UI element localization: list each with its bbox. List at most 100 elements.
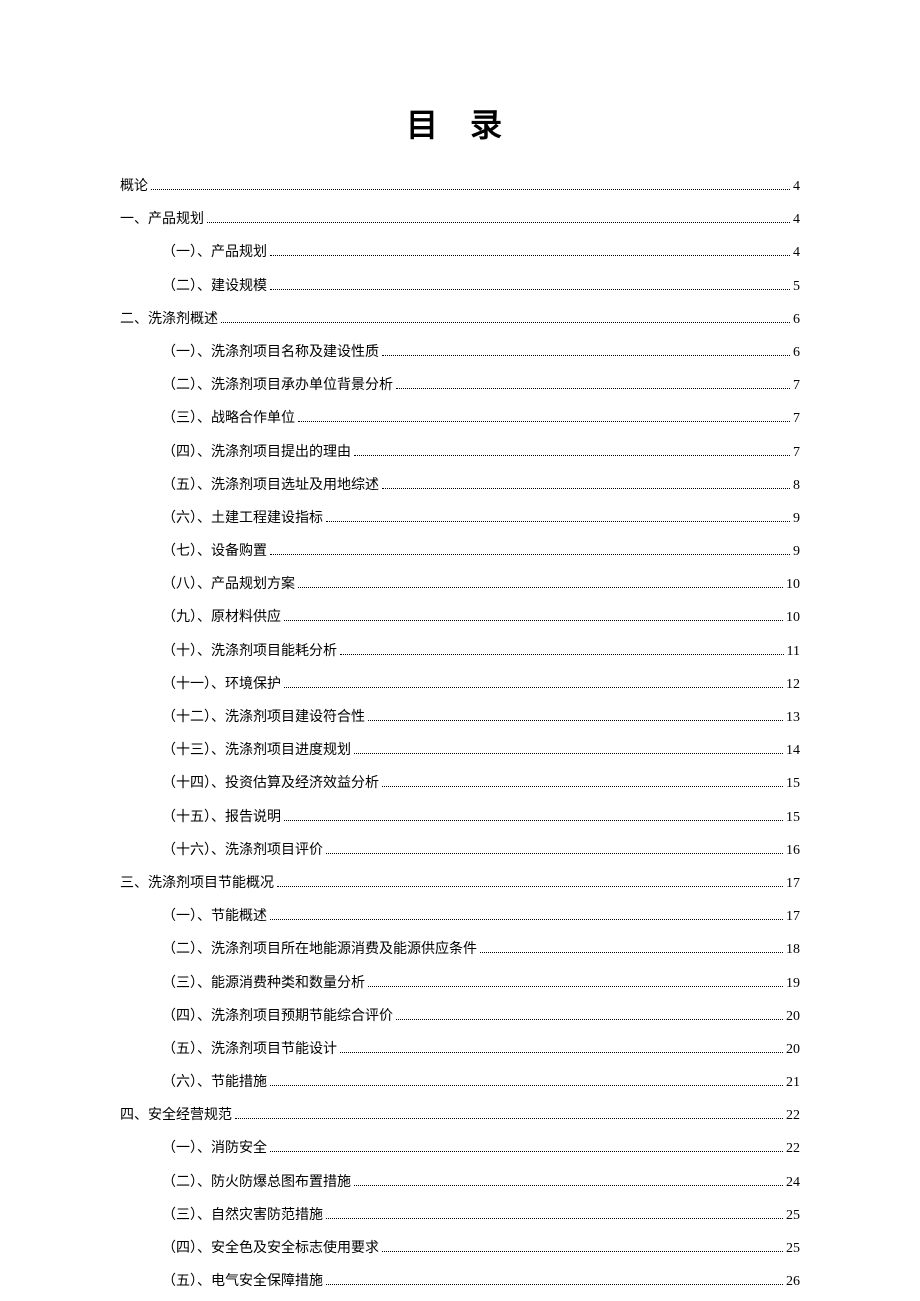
toc-entry-label: （四）、安全色及安全标志使用要求: [162, 1236, 379, 1261]
toc-entry-page: 16: [786, 838, 800, 863]
toc-entry: （十二）、洗涤剂项目建设符合性13: [120, 705, 800, 730]
toc-entry-label: （五）、洗涤剂项目选址及用地综述: [162, 473, 379, 498]
toc-entry-page: 18: [786, 937, 800, 962]
toc-entry-page: 12: [786, 672, 800, 697]
toc-entry: （三）、战略合作单位 7: [120, 406, 800, 431]
toc-entry-page: 25: [786, 1236, 800, 1261]
toc-entry: （六）、节能措施21: [120, 1070, 800, 1095]
toc-entry-page: 20: [786, 1037, 800, 1062]
toc-entry-label: （五）、洗涤剂项目节能设计: [162, 1037, 337, 1062]
toc-entry-page: 17: [786, 871, 800, 896]
toc-entry-label: （四）、洗涤剂项目提出的理由: [162, 440, 351, 465]
toc-dots: [298, 587, 783, 588]
toc-entry-label: （二）、洗涤剂项目所在地能源消费及能源供应条件: [162, 937, 477, 962]
toc-entry-label: （六）、节能措施: [162, 1070, 267, 1095]
toc-entry: （十）、洗涤剂项目能耗分析11: [120, 639, 800, 664]
toc-entry-page: 19: [786, 971, 800, 996]
toc-entry-page: 7: [793, 406, 800, 431]
toc-entry: （十四）、投资估算及经济效益分析15: [120, 771, 800, 796]
toc-dots: [207, 222, 790, 223]
toc-entry: （四）、安全色及安全标志使用要求 25: [120, 1236, 800, 1261]
toc-entry-page: 9: [793, 506, 800, 531]
toc-entry-label: （五）、电气安全保障措施: [162, 1269, 323, 1294]
toc-dots: [396, 1019, 783, 1020]
toc-entry: （九）、原材料供应10: [120, 605, 800, 630]
toc-entry: （四）、洗涤剂项目提出的理由 7: [120, 440, 800, 465]
toc-entry-label: （八）、产品规划方案: [162, 572, 295, 597]
toc-entry-page: 6: [793, 340, 800, 365]
toc-entry-label: （三）、自然灾害防范措施: [162, 1203, 323, 1228]
toc-entry-label: 二、洗涤剂概述: [120, 307, 218, 332]
toc-dots: [235, 1118, 783, 1119]
toc-entry-page: 10: [786, 572, 800, 597]
toc-dots: [270, 919, 783, 920]
toc-entry: （一）、产品规划 4: [120, 240, 800, 265]
toc-entry-page: 22: [786, 1136, 800, 1161]
toc-dots: [382, 786, 783, 787]
toc-entry-label: （十一）、环境保护: [162, 672, 281, 697]
toc-dots: [396, 388, 790, 389]
toc-entry: （五）、电气安全保障措施 26: [120, 1269, 800, 1294]
toc-dots: [284, 820, 783, 821]
toc-dots: [354, 455, 790, 456]
toc-entry-page: 4: [793, 174, 800, 199]
toc-entry-label: （三）、战略合作单位: [162, 406, 295, 431]
toc-entry-label: （九）、原材料供应: [162, 605, 281, 630]
toc-entry: 四、安全经营规范22: [120, 1103, 800, 1128]
toc-entry-label: （二）、洗涤剂项目承办单位背景分析: [162, 373, 393, 398]
toc-dots: [326, 853, 783, 854]
toc-entry-page: 7: [793, 373, 800, 398]
toc-entry: 概论4: [120, 174, 800, 199]
toc-dots: [284, 687, 783, 688]
toc-entry: 三、洗涤剂项目节能概况17: [120, 871, 800, 896]
toc-entry-label: （一）、洗涤剂项目名称及建设性质: [162, 340, 379, 365]
toc-dots: [270, 1151, 783, 1152]
toc-entry-label: 一、产品规划: [120, 207, 204, 232]
toc-entry: （二）、洗涤剂项目所在地能源消费及能源供应条件 18: [120, 937, 800, 962]
toc-dots: [382, 355, 790, 356]
toc-entry: （一）、洗涤剂项目名称及建设性质 6: [120, 340, 800, 365]
toc-entry: （二）、洗涤剂项目承办单位背景分析 7: [120, 373, 800, 398]
toc-entry-page: 26: [786, 1269, 800, 1294]
toc-entry: 二、洗涤剂概述 6: [120, 307, 800, 332]
toc-entry-page: 14: [786, 738, 800, 763]
toc-dots: [221, 322, 790, 323]
toc-entry-label: （十六）、洗涤剂项目评价: [162, 838, 323, 863]
toc-dots: [480, 952, 783, 953]
toc-entry: （五）、洗涤剂项目选址及用地综述 8: [120, 473, 800, 498]
toc-entry: （三）、自然灾害防范措施 25: [120, 1203, 800, 1228]
toc-entry-label: （一）、产品规划: [162, 240, 267, 265]
toc-entry: （一）、消防安全22: [120, 1136, 800, 1161]
toc-entry-page: 4: [793, 207, 800, 232]
toc-entry-label: （七）、设备购置: [162, 539, 267, 564]
toc-entry-label: （三）、能源消费种类和数量分析: [162, 971, 365, 996]
toc-entry: 一、产品规划 4: [120, 207, 800, 232]
toc-entry-page: 8: [793, 473, 800, 498]
toc-entry: （六）、土建工程建设指标 9: [120, 506, 800, 531]
toc-entry-page: 25: [786, 1203, 800, 1228]
toc-entry: （一）、节能概述17: [120, 904, 800, 929]
toc-entry-page: 4: [793, 240, 800, 265]
toc-entry-label: （六）、土建工程建设指标: [162, 506, 323, 531]
toc-entry: （五）、洗涤剂项目节能设计 20: [120, 1037, 800, 1062]
toc-entry: （二）、建设规模5: [120, 274, 800, 299]
toc-entry-label: （十四）、投资估算及经济效益分析: [162, 771, 379, 796]
toc-entry-page: 24: [786, 1170, 800, 1195]
table-of-contents: 概论4一、产品规划4（一）、产品规划4（二）、建设规模5二、洗涤剂概述6（一）、…: [120, 174, 800, 1294]
toc-dots: [354, 1185, 783, 1186]
toc-dots: [368, 986, 783, 987]
toc-dots: [284, 620, 783, 621]
toc-dots: [277, 886, 783, 887]
toc-dots: [151, 189, 790, 190]
toc-dots: [270, 1085, 783, 1086]
toc-dots: [270, 289, 790, 290]
toc-title: 目 录: [120, 100, 800, 146]
toc-dots: [326, 1284, 783, 1285]
toc-entry-page: 6: [793, 307, 800, 332]
toc-entry: （二）、防火防爆总图布置措施24: [120, 1170, 800, 1195]
toc-entry-page: 7: [793, 440, 800, 465]
toc-entry-label: （十）、洗涤剂项目能耗分析: [162, 639, 337, 664]
toc-entry-label: （四）、洗涤剂项目预期节能综合评价: [162, 1004, 393, 1029]
toc-entry-page: 9: [793, 539, 800, 564]
toc-dots: [270, 554, 790, 555]
